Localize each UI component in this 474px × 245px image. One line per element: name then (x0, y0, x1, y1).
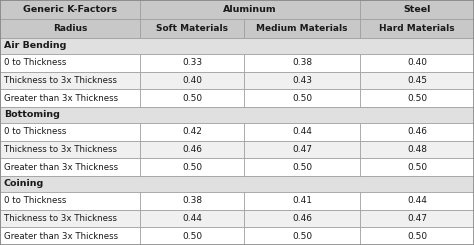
Bar (140, 209, 244, 227)
Bar (360, 89, 474, 107)
Text: Thickness to 3x Thickness: Thickness to 3x Thickness (4, 76, 117, 85)
Text: 0.44: 0.44 (182, 214, 202, 223)
Text: Medium Materials: Medium Materials (256, 24, 348, 33)
Bar (360, 227, 474, 245)
Text: 0.45: 0.45 (407, 76, 427, 85)
Text: Greater than 3x Thickness: Greater than 3x Thickness (4, 163, 118, 172)
Text: Thickness to 3x Thickness: Thickness to 3x Thickness (4, 145, 117, 154)
Bar (244, 192, 360, 209)
Bar (0, 209, 140, 227)
Bar (140, 141, 244, 158)
Text: 0.41: 0.41 (292, 196, 312, 205)
Text: 0.47: 0.47 (292, 145, 312, 154)
Bar (360, 0, 474, 19)
Text: 0.38: 0.38 (182, 196, 202, 205)
Text: Steel: Steel (403, 5, 431, 14)
Bar (360, 19, 474, 38)
Text: 0.40: 0.40 (407, 58, 427, 67)
Bar (0, 176, 474, 192)
Bar (360, 158, 474, 176)
Text: 0.50: 0.50 (407, 163, 427, 172)
Bar (244, 209, 360, 227)
Bar (0, 38, 474, 54)
Text: Bottoming: Bottoming (4, 110, 60, 119)
Bar (360, 72, 474, 89)
Text: Greater than 3x Thickness: Greater than 3x Thickness (4, 232, 118, 241)
Text: 0.50: 0.50 (407, 232, 427, 241)
Text: Thickness to 3x Thickness: Thickness to 3x Thickness (4, 214, 117, 223)
Bar (244, 72, 360, 89)
Text: Radius: Radius (53, 24, 87, 33)
Bar (0, 72, 140, 89)
Bar (244, 54, 360, 72)
Bar (0, 19, 140, 38)
Bar (140, 19, 244, 38)
Bar (0, 107, 474, 123)
Bar (360, 123, 474, 141)
Bar (244, 19, 360, 38)
Bar (244, 89, 360, 107)
Text: 0.48: 0.48 (407, 145, 427, 154)
Text: 0.33: 0.33 (182, 58, 202, 67)
Bar (140, 227, 244, 245)
Bar (140, 72, 244, 89)
Text: 0.46: 0.46 (292, 214, 312, 223)
Bar (360, 209, 474, 227)
Text: 0.38: 0.38 (292, 58, 312, 67)
Text: 0.47: 0.47 (407, 214, 427, 223)
Text: Greater than 3x Thickness: Greater than 3x Thickness (4, 94, 118, 103)
Bar (244, 141, 360, 158)
Bar (140, 54, 244, 72)
Text: 0.50: 0.50 (182, 232, 202, 241)
Bar (0, 227, 140, 245)
Bar (0, 0, 140, 19)
Bar (0, 123, 140, 141)
Text: 0.42: 0.42 (182, 127, 202, 136)
Bar (0, 141, 140, 158)
Text: 0.50: 0.50 (182, 163, 202, 172)
Bar (0, 158, 140, 176)
Text: 0 to Thickness: 0 to Thickness (4, 58, 66, 67)
Bar (360, 192, 474, 209)
Text: 0.44: 0.44 (407, 196, 427, 205)
Bar (0, 89, 140, 107)
Text: 0.50: 0.50 (292, 232, 312, 241)
Text: Soft Materials: Soft Materials (156, 24, 228, 33)
Text: 0.40: 0.40 (182, 76, 202, 85)
Bar (244, 227, 360, 245)
Bar (360, 54, 474, 72)
Text: 0 to Thickness: 0 to Thickness (4, 196, 66, 205)
Text: Aluminum: Aluminum (223, 5, 277, 14)
Text: 0.50: 0.50 (292, 163, 312, 172)
Text: 0 to Thickness: 0 to Thickness (4, 127, 66, 136)
Bar (140, 158, 244, 176)
Bar (360, 141, 474, 158)
Text: Generic K-Factors: Generic K-Factors (23, 5, 117, 14)
Text: 0.50: 0.50 (182, 94, 202, 103)
Text: 0.46: 0.46 (182, 145, 202, 154)
Bar (244, 158, 360, 176)
Bar (0, 192, 140, 209)
Bar (140, 192, 244, 209)
Text: 0.44: 0.44 (292, 127, 312, 136)
Text: 0.46: 0.46 (407, 127, 427, 136)
Bar (244, 123, 360, 141)
Text: 0.50: 0.50 (407, 94, 427, 103)
Text: Coining: Coining (4, 179, 44, 188)
Text: Air Bending: Air Bending (4, 41, 66, 50)
Bar (140, 0, 360, 19)
Bar (140, 123, 244, 141)
Bar (140, 89, 244, 107)
Bar (0, 54, 140, 72)
Text: 0.43: 0.43 (292, 76, 312, 85)
Text: Hard Materials: Hard Materials (379, 24, 455, 33)
Text: 0.50: 0.50 (292, 94, 312, 103)
